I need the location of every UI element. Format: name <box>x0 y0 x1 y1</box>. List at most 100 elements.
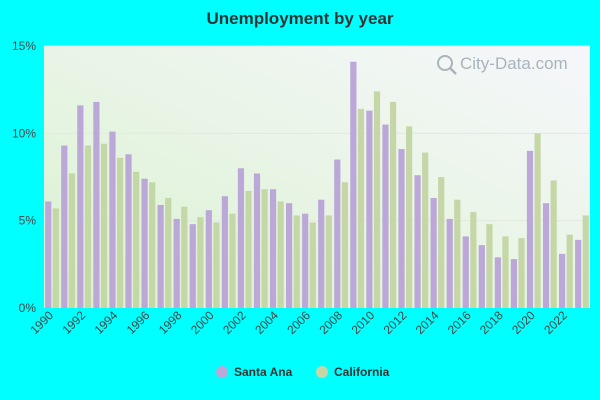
bars <box>45 61 589 309</box>
bar-california <box>454 199 461 308</box>
bar-santa-ana <box>221 196 228 308</box>
bar-california <box>100 143 108 308</box>
bar-california <box>309 222 316 308</box>
bar-california <box>582 215 589 308</box>
bar-california <box>149 182 156 308</box>
bar-california <box>277 201 284 308</box>
y-tick-label: 0% <box>19 301 37 315</box>
bar-santa-ana <box>542 203 550 308</box>
bar-santa-ana <box>269 189 277 308</box>
bar-santa-ana <box>173 218 180 308</box>
x-tick-label: 1994 <box>92 308 121 337</box>
bar-california <box>550 180 557 308</box>
bar-california <box>422 152 429 308</box>
x-tick-label: 2016 <box>445 308 474 337</box>
legend-california-label: California <box>334 365 390 379</box>
x-tick-label: 1992 <box>59 308 88 337</box>
bar-santa-ana <box>510 259 518 308</box>
bar-california <box>406 126 413 308</box>
y-tick-label: 10% <box>12 126 36 140</box>
bar-santa-ana <box>141 178 148 308</box>
x-tick-label: 1998 <box>156 308 185 337</box>
bar-california <box>357 108 365 308</box>
x-tick-label: 2002 <box>220 308 249 337</box>
bar-santa-ana <box>366 110 373 308</box>
bar-california <box>534 133 541 308</box>
bar-california <box>245 190 252 308</box>
bar-california <box>325 215 332 308</box>
bar-california <box>389 101 397 308</box>
bar-santa-ana <box>237 168 245 308</box>
y-tick-label: 15% <box>12 39 36 53</box>
bar-santa-ana <box>575 239 582 308</box>
x-tick-label: 2006 <box>284 308 313 337</box>
bar-california <box>68 173 75 308</box>
bar-santa-ana <box>77 105 84 309</box>
bar-santa-ana <box>526 150 534 308</box>
x-tick-label: 2020 <box>509 308 538 337</box>
bar-santa-ana <box>189 224 196 308</box>
bar-santa-ana <box>334 159 341 308</box>
x-tick-label: 2010 <box>349 308 378 337</box>
bar-santa-ana <box>61 145 68 308</box>
x-tick-label: 2000 <box>188 308 217 337</box>
chart-title: Unemployment by year <box>206 9 393 28</box>
bar-santa-ana <box>45 201 52 308</box>
bar-california <box>373 91 381 308</box>
bar-santa-ana <box>157 204 164 308</box>
bar-california <box>470 211 477 308</box>
bar-santa-ana <box>253 173 261 308</box>
legend: Santa Ana California <box>216 365 390 379</box>
bar-california <box>566 234 573 308</box>
bar-california <box>518 238 525 308</box>
bar-california <box>486 224 493 308</box>
bar-santa-ana <box>478 245 485 308</box>
bar-california <box>165 197 172 308</box>
bar-california <box>293 215 300 308</box>
bar-santa-ana <box>494 257 501 308</box>
bar-santa-ana <box>302 213 309 308</box>
bar-santa-ana <box>286 203 293 308</box>
watermark: City-Data.com <box>437 54 568 75</box>
x-tick-label: 2012 <box>381 308 410 337</box>
bar-santa-ana <box>93 101 100 308</box>
bar-california <box>133 171 140 308</box>
bar-california <box>116 157 124 308</box>
bar-santa-ana <box>205 210 212 308</box>
bar-california <box>261 189 268 308</box>
legend-santa-ana-swatch <box>216 366 228 378</box>
bar-california <box>438 177 445 308</box>
y-tick-label: 5% <box>19 214 37 228</box>
bar-santa-ana <box>382 124 389 308</box>
bar-santa-ana <box>430 197 437 308</box>
bar-california <box>52 208 59 308</box>
bar-santa-ana <box>109 131 116 308</box>
x-tick-label: 1996 <box>124 308 153 337</box>
legend-california-swatch <box>316 366 328 378</box>
bar-santa-ana <box>318 199 325 308</box>
x-tick-label: 2014 <box>413 308 442 337</box>
bar-california <box>213 222 220 308</box>
x-tick-label: 2018 <box>477 308 506 337</box>
y-axis: 0% 5% 10% 15% <box>12 39 36 315</box>
bar-california <box>197 217 204 308</box>
bar-california <box>502 236 509 308</box>
magnifier-handle-icon <box>449 67 457 75</box>
bar-california <box>181 206 188 308</box>
x-tick-label: 2004 <box>252 308 281 337</box>
magnifier-icon <box>437 55 453 71</box>
legend-santa-ana-label: Santa Ana <box>234 365 293 379</box>
bar-santa-ana <box>446 218 453 308</box>
bar-santa-ana <box>559 253 566 308</box>
bar-santa-ana <box>462 236 469 308</box>
bar-santa-ana <box>125 154 132 308</box>
x-axis: 1990 1992 1994 1996 1998 2000 2002 2004 2006 2008… <box>27 308 570 337</box>
bar-california <box>229 213 236 308</box>
x-tick-label: 2008 <box>316 308 345 337</box>
bar-santa-ana <box>398 149 405 308</box>
watermark-text: City-Data.com <box>460 54 568 73</box>
bar-santa-ana <box>414 175 421 308</box>
bar-california <box>341 182 348 308</box>
bar-california <box>84 145 92 308</box>
